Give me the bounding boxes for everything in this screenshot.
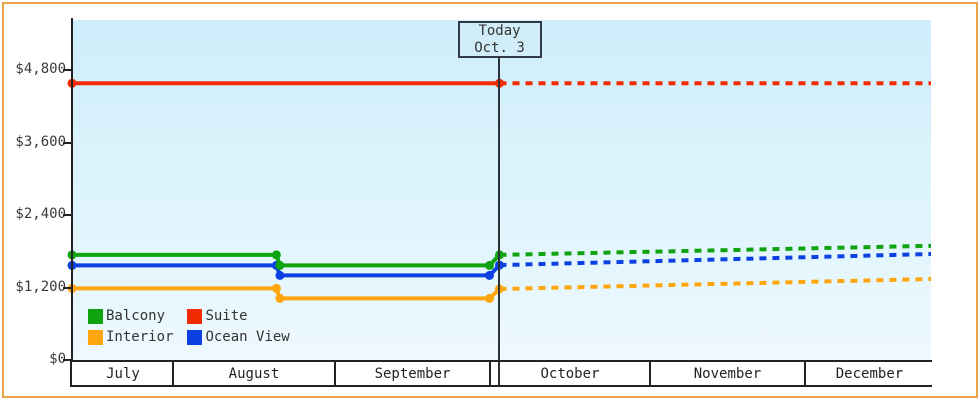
interior-color-swatch-icon [88, 329, 103, 345]
legend-item-ocean-view: Ocean View [187, 329, 290, 345]
series-balcony-forecast-line [499, 243, 932, 257]
legend-label: Balcony [106, 308, 166, 324]
month-cell-september: September [334, 362, 489, 385]
plot-area [72, 20, 931, 360]
y-tick-mark [63, 69, 72, 71]
y-tick-label: $3,600 [15, 133, 66, 150]
legend-item-interior: Interior [88, 329, 173, 345]
series-ocean-view-forecast-line [499, 252, 932, 268]
series-interior-data-point [485, 293, 494, 303]
series-interior-data-point [271, 283, 281, 293]
today-date: Oct. 3 [474, 39, 525, 56]
y-tick-mark [63, 286, 72, 289]
series-ocean-view-data-point [275, 270, 285, 280]
month-axis-band: July August September October November D… [70, 360, 932, 387]
series-balcony-data-point [485, 260, 494, 270]
month-cell-august: August [171, 362, 334, 385]
series-interior-solid-line [72, 286, 501, 301]
legend: Balcony Suite Interior Ocean View [88, 308, 290, 345]
balcony-color-swatch-icon [88, 308, 103, 324]
series-balcony-data-point [275, 260, 285, 270]
y-tick-mark [63, 214, 72, 216]
y-tick-label: $2,400 [15, 206, 66, 222]
legend-label: Suite [205, 308, 248, 324]
legend-item-suite: Suite [187, 308, 289, 324]
legend-item-balcony: Balcony [88, 308, 173, 324]
y-tick-mark [63, 141, 72, 144]
series-balcony-data-point [271, 250, 281, 260]
month-cell-december: December [803, 362, 933, 385]
series-interior-forecast-line [499, 277, 932, 291]
today-label: Today [478, 22, 521, 39]
today-marker-box: Today Oct. 3 [457, 21, 542, 58]
month-cell-november: November [649, 362, 804, 385]
y-tick-label: $4,800 [15, 61, 66, 77]
y-tick-label: $1,200 [15, 278, 66, 295]
y-tick-mark [63, 359, 72, 361]
y-tick-label: $0 [49, 351, 66, 367]
ocean-view-color-swatch-icon [187, 329, 203, 345]
suite-color-swatch-icon [187, 308, 203, 324]
legend-label: Ocean View [205, 329, 290, 345]
y-axis-line [71, 18, 73, 362]
legend-label: Interior [106, 329, 174, 345]
series-ocean-view-data-point [485, 270, 494, 280]
month-cell-july: July [106, 365, 140, 382]
month-cell-october: October [488, 362, 649, 385]
series-interior-data-point [275, 293, 285, 303]
today-marker-line [498, 57, 501, 387]
